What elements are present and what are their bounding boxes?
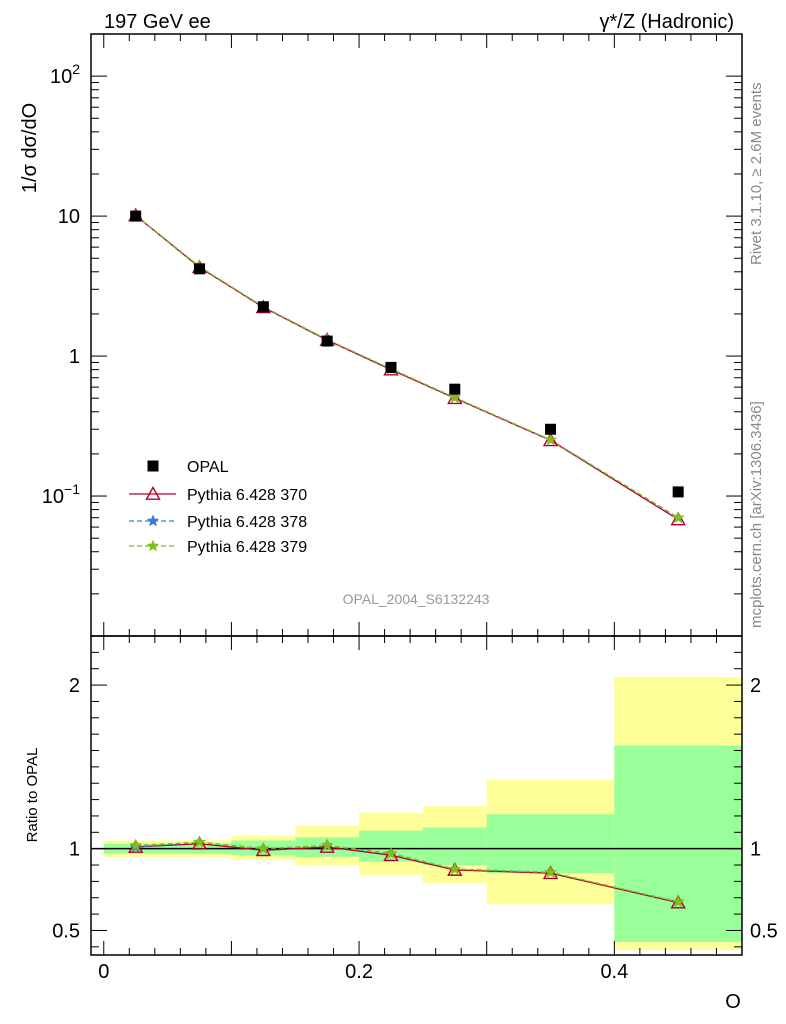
- x-tick-label: 0.2: [345, 961, 373, 983]
- data-point: [321, 335, 333, 347]
- analysis-id-label: OPAL_2004_S6132243: [343, 591, 490, 607]
- main-panel: 10−1 1 10 102: [42, 33, 743, 637]
- legend-marker-opal: [147, 460, 159, 472]
- data-point: [194, 263, 205, 275]
- ratio-y-axis-label: Ratio to OPAL: [24, 748, 41, 843]
- series-point: [671, 511, 685, 524]
- data-point: [257, 301, 269, 313]
- ratio-y-tick-label-right: 0.5: [750, 920, 778, 942]
- rivet-side-label: Rivet 3.1.10, ≥ 2.6M events: [748, 83, 765, 266]
- x-tick-label: 0.4: [600, 961, 628, 983]
- data-point: [672, 486, 684, 498]
- legend-marker: [146, 539, 160, 552]
- legend-label: Pythia 6.428 379: [187, 539, 307, 556]
- ratio-y-tick-label: 1: [69, 839, 80, 861]
- ratio-point: [544, 865, 557, 878]
- main-plot-frame: [90, 33, 743, 637]
- legend-label: Pythia 6.428 370: [187, 487, 307, 504]
- ratio-point: [671, 895, 685, 908]
- series-point: [448, 390, 462, 404]
- legend-label: Pythia 6.428 378: [187, 514, 307, 531]
- y-tick-label: 10: [58, 206, 80, 228]
- ratio-y-tick-label-right: 2: [750, 675, 761, 697]
- y-tick-label: 102: [50, 61, 80, 88]
- legend-marker: [145, 486, 161, 500]
- main-y-axis-label: 1/σ dσ/dO: [19, 103, 41, 193]
- ratio-green-band: [486, 814, 615, 874]
- data-point: [545, 423, 557, 435]
- header-left-label: 197 GeV ee: [104, 11, 211, 33]
- x-tick-label: 0: [98, 961, 109, 983]
- legend-label: OPAL: [187, 459, 229, 476]
- ratio-green-band: [422, 827, 487, 866]
- ratio-panel: 0 0.2 0.4 0.5 0.5 1 1 2 2: [52, 622, 778, 983]
- ratio-y-tick-label: 0.5: [52, 920, 80, 942]
- ratio-point: [256, 842, 270, 855]
- mcplots-side-label: mcplots.cern.ch [arXiv:1306.3436]: [748, 401, 765, 628]
- ratio-point: [383, 847, 399, 862]
- series-point: [670, 511, 686, 526]
- x-axis-label: O: [725, 991, 741, 1013]
- ratio-y-tick-label-right: 1: [750, 839, 761, 861]
- ratio-y-tick-label: 2: [69, 675, 80, 697]
- ratio-green-band: [359, 830, 423, 862]
- ratio-point: [320, 838, 334, 851]
- data-point: [385, 361, 397, 373]
- legend: OPAL Pythia 6.428 370 Pythia 6.428 378 Pyth…: [129, 459, 307, 556]
- series-point: [544, 433, 557, 446]
- legend-marker: [146, 514, 160, 527]
- ratio-point: [193, 835, 206, 848]
- series-line: [135, 214, 679, 519]
- ratio-point: [191, 835, 208, 850]
- header-right-label: γ*/Z (Hadronic): [600, 11, 734, 33]
- ratio-point: [255, 842, 272, 857]
- y-tick-label: 1: [69, 346, 80, 368]
- ratio-point: [448, 862, 462, 875]
- ratio-series-line: [135, 841, 679, 903]
- data-point: [130, 210, 142, 222]
- ratio-point: [384, 846, 398, 859]
- y-tick-label: 10−1: [42, 481, 80, 508]
- ratio-green-band: [614, 745, 742, 942]
- ratio-series-line: [135, 843, 679, 904]
- ratio-point: [319, 839, 335, 853]
- ratio-point: [129, 838, 143, 851]
- data-point: [449, 383, 461, 395]
